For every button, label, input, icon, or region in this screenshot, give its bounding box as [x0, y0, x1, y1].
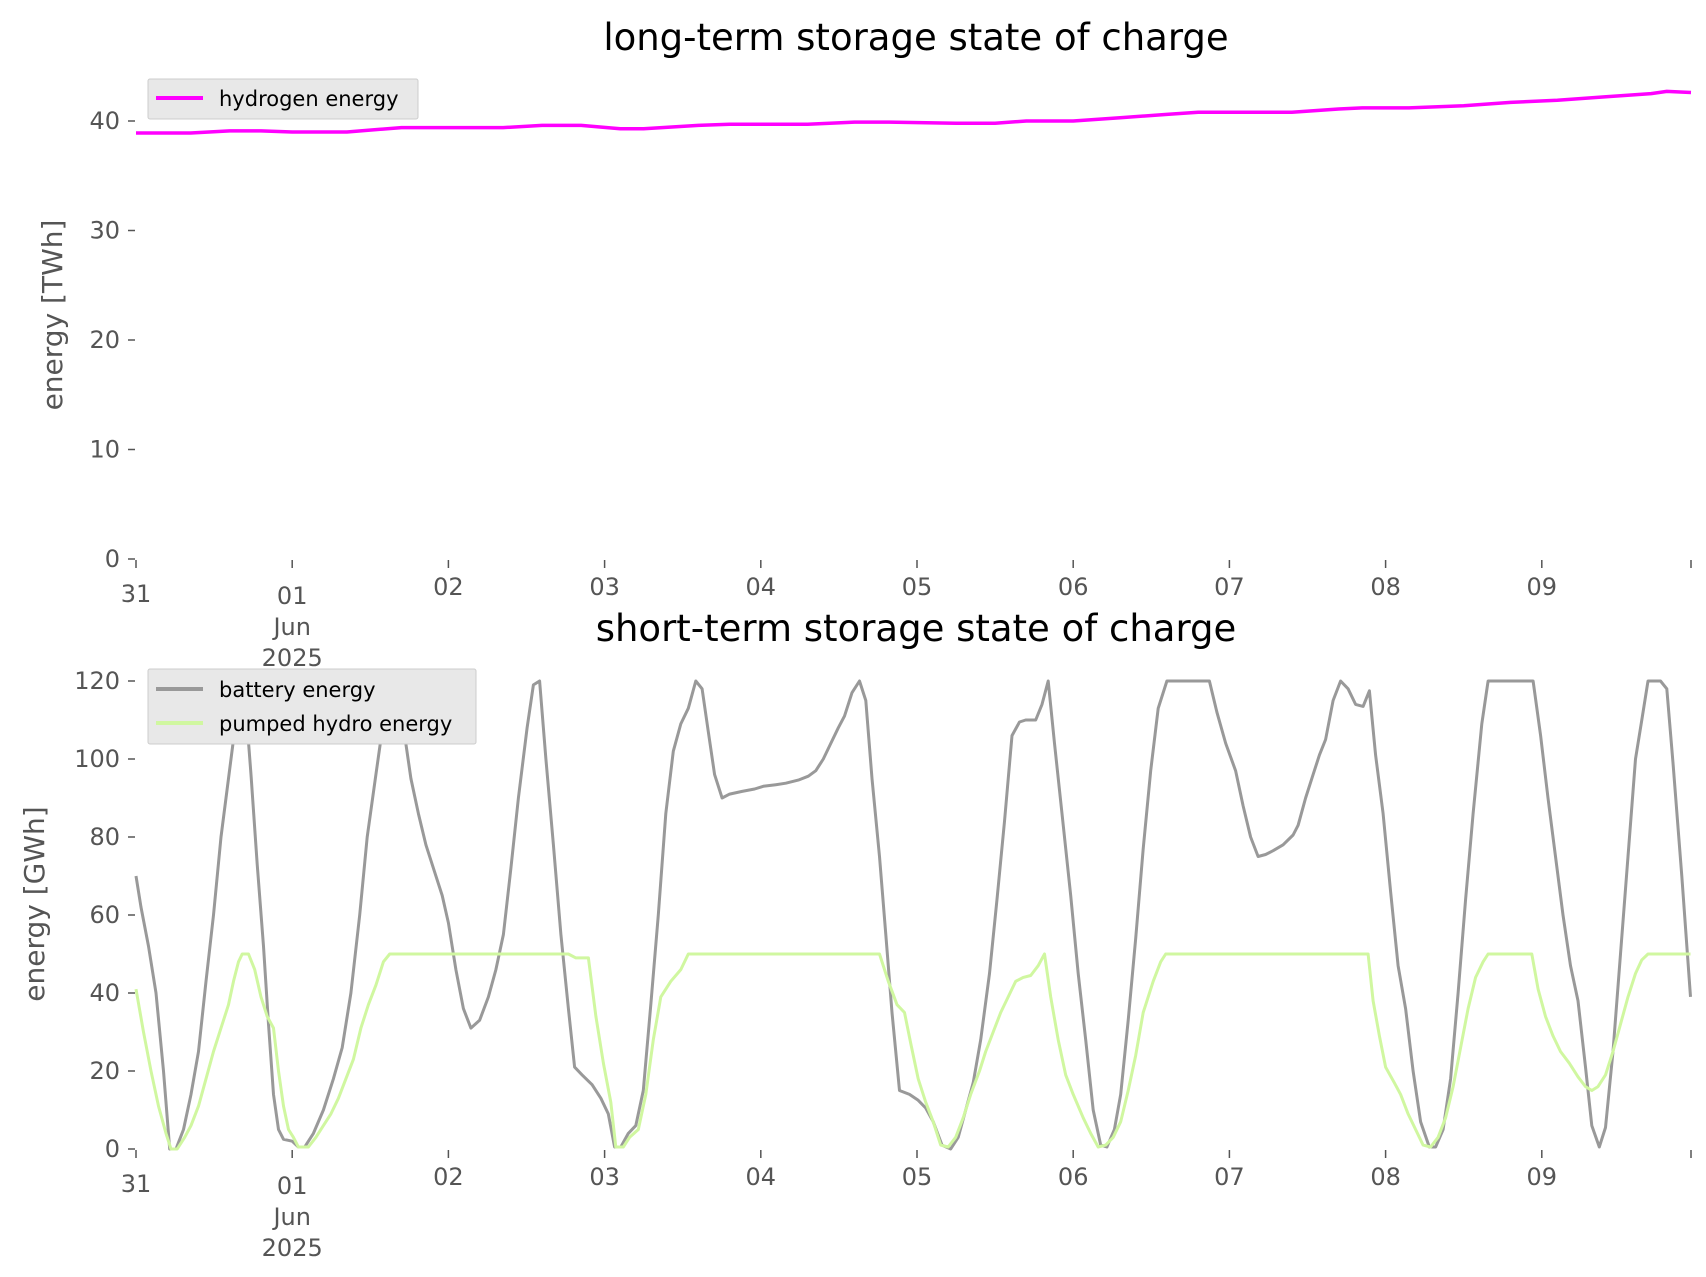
- short-term-chart: short-term storage state of charge energ…: [18, 607, 1692, 1262]
- long-term-legend-box: [147, 78, 419, 120]
- x-tick-label: 09: [1527, 573, 1558, 601]
- x-tick-label: 05: [902, 573, 933, 601]
- y-tick-label: 40: [89, 979, 120, 1007]
- y-tick-label: 30: [89, 217, 120, 245]
- y-tick-label: 20: [89, 1057, 120, 1085]
- x-tick-label: 31: [121, 1170, 152, 1198]
- short-term-x-axis: 31 01 Jun 2025 02 03 04 05 06 07 08 09: [121, 1150, 1692, 1262]
- legend-label-battery: battery energy: [219, 678, 376, 702]
- y-tick-label: 60: [89, 901, 120, 929]
- x-tick-label: 01: [277, 582, 308, 610]
- y-tick-label: 120: [74, 667, 120, 695]
- x-tick-label: 03: [589, 573, 620, 601]
- x-tick-sublabel: Jun: [271, 613, 311, 641]
- y-tick-label: 0: [105, 545, 120, 573]
- long-term-chart: long-term storage state of charge energy…: [36, 16, 1692, 672]
- long-term-x-axis: 31 01 Jun 2025 02 03 04 05 06 07 08 09: [121, 560, 1692, 672]
- long-term-y-axis: 0 10 20 30 40: [89, 107, 135, 573]
- long-term-series: [136, 89, 1692, 135]
- x-tick-label: 07: [1214, 1163, 1245, 1191]
- short-term-series: [134, 679, 1692, 1151]
- x-tick-label: 03: [589, 1163, 620, 1191]
- x-tick-sublabel: 2025: [262, 644, 323, 672]
- legend-label-hydrogen: hydrogen energy: [219, 87, 399, 111]
- short-term-y-axis-label: energy [GWh]: [18, 806, 51, 1001]
- x-tick-label: 08: [1370, 1163, 1401, 1191]
- short-term-legend-box: [147, 668, 477, 745]
- x-tick-label: 07: [1214, 573, 1245, 601]
- x-tick-sublabel: 2025: [262, 1234, 323, 1262]
- y-tick-label: 10: [89, 436, 120, 464]
- y-tick-label: 20: [89, 326, 120, 354]
- y-tick-label: 0: [105, 1135, 120, 1163]
- series-line-battery-energy: [134, 679, 1692, 1151]
- short-term-y-axis: 0 20 40 60 80 100 120: [74, 667, 135, 1163]
- x-tick-sublabel: Jun: [271, 1203, 311, 1231]
- series-line-hydrogen-energy: [136, 89, 1692, 135]
- x-tick-label: 31: [121, 580, 152, 608]
- x-tick-label: 09: [1527, 1163, 1558, 1191]
- long-term-legend: hydrogen energy: [147, 78, 419, 120]
- x-tick-label: 01: [277, 1172, 308, 1200]
- long-term-y-axis-label: energy [TWh]: [36, 220, 69, 411]
- y-tick-label: 100: [74, 745, 120, 773]
- x-tick-label: 08: [1370, 573, 1401, 601]
- x-tick-label: 02: [433, 573, 464, 601]
- x-tick-label: 04: [746, 573, 777, 601]
- x-tick-label: 06: [1058, 1163, 1089, 1191]
- short-term-chart-title: short-term storage state of charge: [596, 607, 1237, 650]
- long-term-chart-title: long-term storage state of charge: [603, 16, 1228, 59]
- x-tick-label: 05: [902, 1163, 933, 1191]
- x-tick-label: 06: [1058, 573, 1089, 601]
- short-term-legend: battery energy pumped hydro energy: [147, 668, 477, 745]
- y-tick-label: 40: [89, 107, 120, 135]
- y-tick-label: 80: [89, 823, 120, 851]
- x-tick-label: 04: [746, 1163, 777, 1191]
- x-tick-label: 02: [433, 1163, 464, 1191]
- legend-label-pumped-hydro: pumped hydro energy: [219, 712, 452, 736]
- series-line-pumped-hydro-energy: [134, 952, 1691, 1151]
